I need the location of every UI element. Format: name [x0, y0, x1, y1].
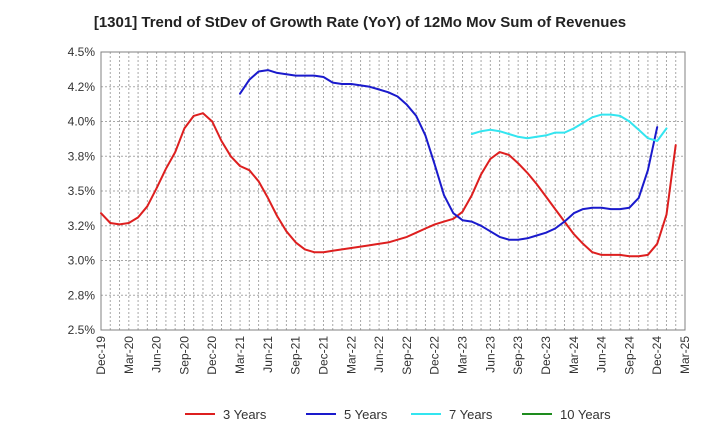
x-axis: Dec-19 Mar-20 Jun-20 Sep-20 Dec-20 Mar-21 Jun-… [94, 336, 692, 375]
x-tick-label: Dec-19 [94, 336, 108, 375]
x-tick-label: Jun-23 [483, 336, 497, 373]
y-tick-label: 4.5% [68, 45, 96, 59]
legend-label: 10 Years [560, 407, 611, 422]
legend: 3 Years 5 Years 7 Years 10 Years [185, 407, 611, 422]
y-tick-label: 3.8% [68, 149, 96, 163]
x-tick-label: Jun-22 [372, 336, 386, 373]
x-tick-label: Sep-24 [622, 336, 636, 375]
legend-label: 5 Years [344, 407, 388, 422]
y-tick-label: 2.5% [68, 323, 96, 337]
x-tick-label: Mar-23 [456, 336, 470, 374]
x-tick-label: Sep-21 [289, 336, 303, 375]
x-tick-label: Mar-21 [233, 336, 247, 374]
series-line-7-years [470, 113, 668, 142]
y-tick-label: 3.2% [68, 219, 96, 233]
x-tick-label: Mar-22 [344, 336, 358, 374]
series-line-3-years [100, 112, 677, 258]
plot-area [100, 51, 686, 331]
x-tick-label: Dec-21 [316, 336, 330, 375]
x-tick-label: Sep-23 [511, 336, 525, 375]
legend-label: 3 Years [223, 407, 267, 422]
x-tick-label: Mar-20 [122, 336, 136, 374]
x-tick-label: Jun-21 [261, 336, 275, 373]
x-tick-label: Jun-20 [150, 336, 164, 373]
legend-label: 7 Years [449, 407, 493, 422]
x-tick-label: Dec-22 [428, 336, 442, 375]
x-tick-label: Sep-20 [177, 336, 191, 375]
x-tick-label: Dec-23 [539, 336, 553, 375]
y-tick-label: 3.5% [68, 184, 96, 198]
y-tick-label: 4.0% [68, 115, 96, 129]
y-tick-label: 2.8% [68, 288, 96, 302]
y-axis: 4.5% 4.2% 4.0% 3.8% 3.5% 3.2% 3.0% 2.8% 2.5% [68, 45, 96, 337]
series-lines [100, 69, 677, 258]
x-tick-label: Dec-24 [650, 336, 664, 375]
y-tick-label: 4.2% [68, 80, 96, 94]
x-tick-label: Sep-22 [400, 336, 414, 375]
x-tick-label: Mar-24 [567, 336, 581, 374]
series-line-5-years [239, 69, 659, 241]
x-tick-label: Dec-20 [205, 336, 219, 375]
x-tick-label: Mar-25 [678, 336, 692, 374]
y-tick-label: 3.0% [68, 254, 96, 268]
x-tick-label: Jun-24 [595, 336, 609, 373]
chart-title: [1301] Trend of StDev of Growth Rate (Yo… [93, 14, 627, 31]
